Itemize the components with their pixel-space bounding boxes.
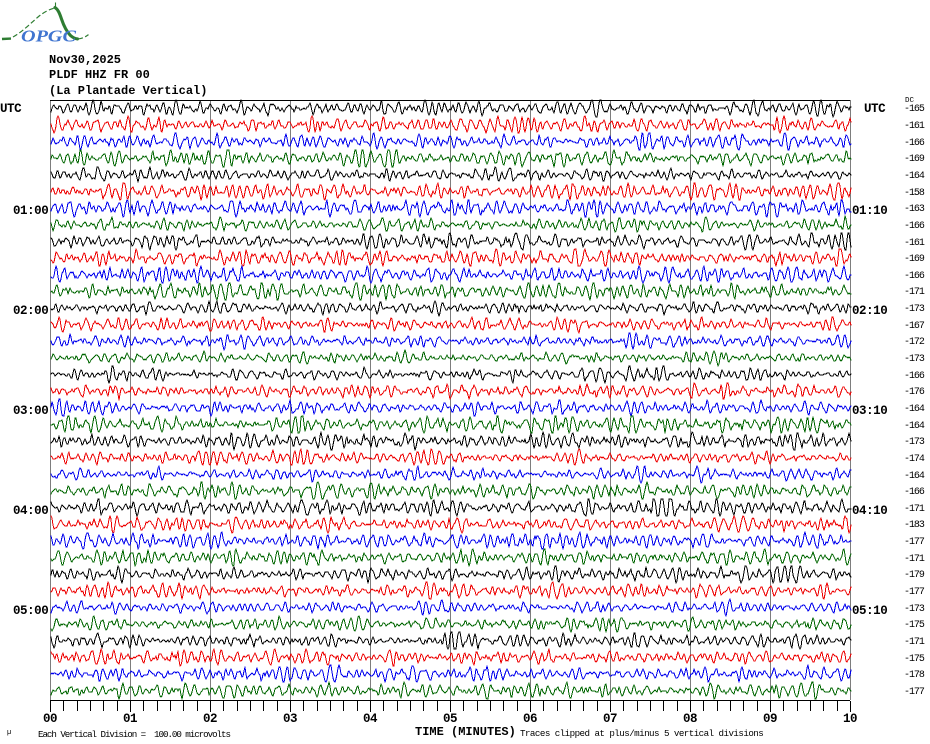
svg-text:OPGC: OPGC — [21, 27, 77, 46]
